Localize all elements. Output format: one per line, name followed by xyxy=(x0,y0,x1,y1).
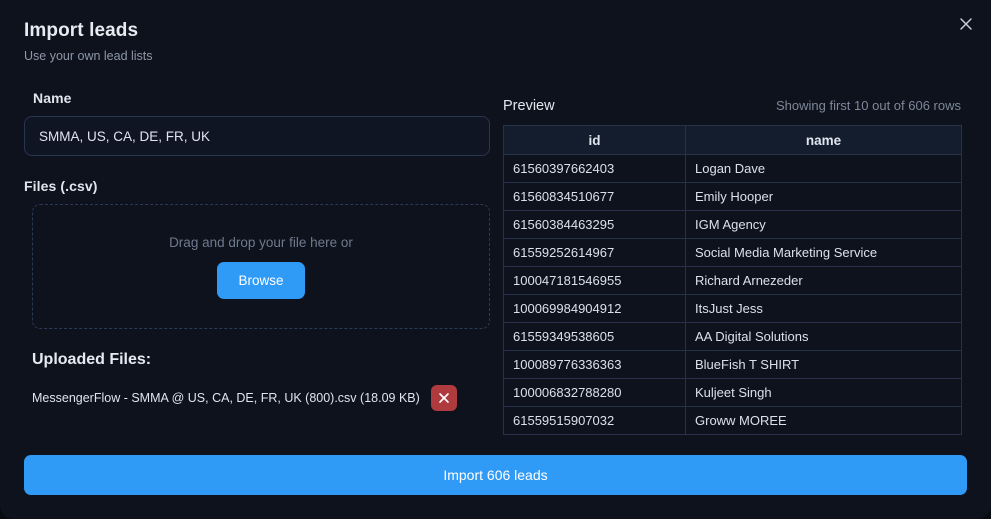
uploaded-files-heading: Uploaded Files: xyxy=(32,351,152,368)
cell-id: 61560397662403 xyxy=(503,154,686,183)
preview-title: Preview xyxy=(503,98,555,114)
left-column: Name Files (.csv) Drag and drop your fil… xyxy=(24,90,490,411)
cell-id: 100089776336363 xyxy=(503,350,686,379)
cell-id: 61559349538605 xyxy=(503,322,686,351)
cell-name: Logan Dave xyxy=(685,154,962,183)
cell-id: 100047181546955 xyxy=(503,266,686,295)
close-icon xyxy=(438,392,450,404)
table-row: 61559515907032 Groww MOREE xyxy=(503,406,962,435)
table-row: 100006832788280 Kuljeet Singh xyxy=(503,378,962,407)
browse-button[interactable]: Browse xyxy=(217,261,305,299)
cell-id: 100006832788280 xyxy=(503,378,686,407)
lead-list-name-input[interactable] xyxy=(24,116,490,156)
files-field-label: Files (.csv) xyxy=(24,178,98,194)
cell-name: AA Digital Solutions xyxy=(685,322,962,351)
cell-name: Groww MOREE xyxy=(685,406,962,435)
table-row: 100069984904912 ItsJust Jess xyxy=(503,294,962,323)
cell-name: Kuljeet Singh xyxy=(685,378,962,407)
uploaded-file-name: MessengerFlow - SMMA @ US, CA, DE, FR, U… xyxy=(32,391,420,405)
table-row: 61560384463295 IGM Agency xyxy=(503,210,962,239)
cell-name: ItsJust Jess xyxy=(685,294,962,323)
close-icon xyxy=(959,17,973,31)
table-header-row: id name xyxy=(503,125,962,155)
cell-name: Social Media Marketing Service xyxy=(685,238,962,267)
close-dialog-button[interactable] xyxy=(953,11,979,37)
dialog-title: Import leads xyxy=(24,20,139,41)
preview-row-count: Showing first 10 out of 606 rows xyxy=(776,98,961,113)
cell-id: 61560384463295 xyxy=(503,210,686,239)
table-row: 100047181546955 Richard Arnezeder xyxy=(503,266,962,295)
name-field-label: Name xyxy=(33,90,72,106)
cell-id: 61560834510677 xyxy=(503,182,686,211)
remove-file-button[interactable] xyxy=(430,385,457,411)
table-row: 61559349538605 AA Digital Solutions xyxy=(503,322,962,351)
table-row: 61559252614967 Social Media Marketing Ser… xyxy=(503,238,962,267)
table-row: 61560834510677 Emily Hooper xyxy=(503,182,962,211)
table-row: 100089776336363 BlueFish T SHIRT xyxy=(503,350,962,379)
cell-name: Emily Hooper xyxy=(685,182,962,211)
table-body: 61560397662403 Logan Dave 61560834510677 Em… xyxy=(503,154,962,435)
file-dropzone[interactable]: Drag and drop your file here or Browse xyxy=(32,204,490,329)
dropzone-instruction: Drag and drop your file here or xyxy=(169,234,353,250)
column-header-name: name xyxy=(685,125,962,155)
cell-name: Richard Arnezeder xyxy=(685,266,962,295)
dialog-subtitle: Use your own lead lists xyxy=(24,49,153,63)
preview-column: Preview Showing first 10 out of 606 rows… xyxy=(503,98,962,435)
uploaded-file-row: MessengerFlow - SMMA @ US, CA, DE, FR, U… xyxy=(24,385,490,411)
cell-name: IGM Agency xyxy=(685,210,962,239)
cell-id: 61559252614967 xyxy=(503,238,686,267)
cell-id: 100069984904912 xyxy=(503,294,686,323)
cell-id: 61559515907032 xyxy=(503,406,686,435)
preview-header: Preview Showing first 10 out of 606 rows xyxy=(503,98,961,114)
table-row: 61560397662403 Logan Dave xyxy=(503,154,962,183)
import-leads-button[interactable]: Import 606 leads xyxy=(24,455,967,495)
column-header-id: id xyxy=(503,125,686,155)
cell-name: BlueFish T SHIRT xyxy=(685,350,962,379)
preview-table: id name 61560397662403 Logan Dave 61560834… xyxy=(503,125,962,435)
